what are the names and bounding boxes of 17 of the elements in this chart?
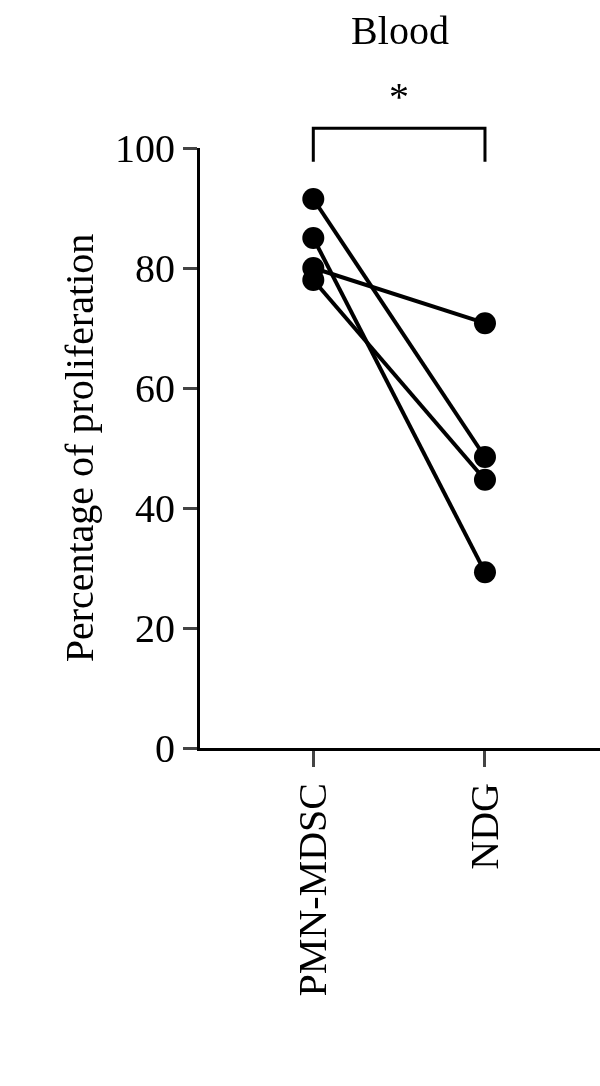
- point: [302, 227, 325, 249]
- x-tick-label: PMN-MDSC: [290, 783, 336, 997]
- point: [473, 312, 496, 335]
- y-axis-title: Percentage of proliferation: [56, 233, 102, 663]
- point: [302, 188, 325, 210]
- y-tick-label: 100: [115, 126, 175, 171]
- point: [473, 468, 496, 491]
- y-tick-label: 40: [135, 486, 175, 531]
- y-tick-label: 20: [135, 606, 175, 651]
- y-tick-label: 60: [135, 366, 175, 411]
- point: [473, 561, 496, 584]
- y-tick-label: 0: [155, 726, 175, 771]
- text: *: [389, 74, 409, 119]
- y-tick-label: 80: [135, 246, 175, 291]
- point: [473, 446, 496, 468]
- chart-title: Blood: [351, 8, 449, 54]
- x-tick-label: NDG: [461, 783, 507, 870]
